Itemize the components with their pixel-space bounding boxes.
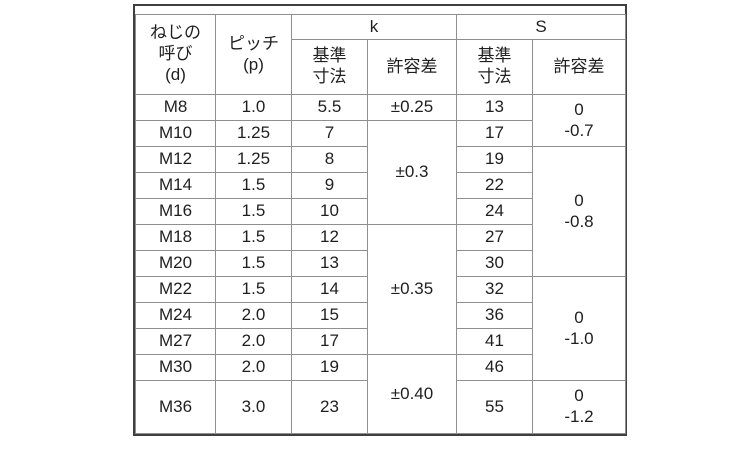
cell-m27-s: 41 [456,328,533,355]
cell-s-tolerance-group3: 0 -1.0 [532,276,626,381]
cell-k-tolerance-group2: ±0.3 [367,120,457,225]
cell-m10-k: 7 [291,120,368,147]
cell-m8-pitch: 1.0 [215,94,292,121]
cell-m14-s: 22 [456,172,533,199]
header-pitch: ピッチ (p) [215,14,292,95]
cell-m22-d: M22 [135,276,216,303]
header-s-group: S [456,14,626,40]
spec-table: ねじの 呼び (d) ピッチ (p) k S 基準 寸法 許容差 基準 寸法 許… [135,14,626,434]
header-s-tolerance: 許容差 [532,39,626,95]
table-row: M30 2.0 19 ±0.40 46 [135,354,626,434]
cell-m10-s: 17 [456,120,533,147]
cell-m24-pitch: 2.0 [215,302,292,329]
table-row: M20 1.5 13 30 [135,250,626,277]
cell-m14-k: 9 [291,172,368,199]
cell-m20-k: 13 [291,250,368,277]
cell-m20-d: M20 [135,250,216,277]
cell-m30-pitch: 2.0 [215,354,292,381]
cell-m27-pitch: 2.0 [215,328,292,355]
table-row: M22 1.5 14 32 0 -1.0 [135,276,626,381]
cell-m22-s: 32 [456,276,533,303]
cell-m18-k: 12 [291,224,368,251]
cell-m16-d: M16 [135,198,216,225]
cell-m14-d: M14 [135,172,216,199]
header-k-group: k [291,14,457,40]
cell-s-tolerance-group1: 0 -0.7 [532,94,626,147]
table-row: M8 1.0 5.5 ±0.25 13 0 -0.7 [135,94,626,147]
cell-m12-k: 8 [291,146,368,173]
cell-m24-k: 15 [291,302,368,329]
cell-m12-s: 19 [456,146,533,173]
header-k-basic-dimension: 基準 寸法 [291,39,368,95]
cell-k-tolerance-group4: ±0.40 [367,354,457,434]
cell-m18-pitch: 1.5 [215,224,292,251]
spec-table-frame: ねじの 呼び (d) ピッチ (p) k S 基準 寸法 許容差 基準 寸法 許… [133,4,627,436]
cell-m10-pitch: 1.25 [215,120,292,147]
cell-k-tolerance-group1: ±0.25 [367,94,457,121]
table-row: M14 1.5 9 22 [135,172,626,199]
cell-m30-s: 46 [456,354,533,381]
cell-m36-s: 55 [456,380,533,434]
header-s-basic-dimension: 基準 寸法 [456,39,533,95]
table-row: M12 1.25 8 19 0 -0.8 [135,146,626,277]
cell-m20-s: 30 [456,250,533,277]
cell-m36-pitch: 3.0 [215,380,292,434]
cell-m12-d: M12 [135,146,216,173]
cell-m27-d: M27 [135,328,216,355]
cell-m36-k: 23 [291,380,368,434]
table-row: M24 2.0 15 36 [135,302,626,329]
cell-m18-s: 27 [456,224,533,251]
cell-m18-d: M18 [135,224,216,251]
cell-m24-s: 36 [456,302,533,329]
cell-s-tolerance-group4: 0 -1.2 [532,380,626,434]
cell-m12-pitch: 1.25 [215,146,292,173]
cell-m16-pitch: 1.5 [215,198,292,225]
cell-m24-d: M24 [135,302,216,329]
cell-m8-k: 5.5 [291,94,368,121]
cell-m30-k: 19 [291,354,368,381]
table-row: M16 1.5 10 24 [135,198,626,225]
cell-m20-pitch: 1.5 [215,250,292,277]
cell-m8-d: M8 [135,94,216,121]
cell-m22-pitch: 1.5 [215,276,292,303]
cell-m27-k: 17 [291,328,368,355]
cell-m16-k: 10 [291,198,368,225]
header-k-tolerance: 許容差 [367,39,457,95]
cell-m14-pitch: 1.5 [215,172,292,199]
cell-m16-s: 24 [456,198,533,225]
header-thread-callout: ねじの 呼び (d) [135,14,216,95]
table-row: M36 3.0 23 55 0 -1.2 [135,380,626,434]
cell-m10-d: M10 [135,120,216,147]
cell-m22-k: 14 [291,276,368,303]
table-row: M10 1.25 7 ±0.3 17 [135,120,626,225]
cell-k-tolerance-group3: ±0.35 [367,224,457,355]
cell-m8-s: 13 [456,94,533,121]
cell-s-tolerance-group2: 0 -0.8 [532,146,626,277]
cell-m36-d: M36 [135,380,216,434]
cell-m30-d: M30 [135,354,216,381]
